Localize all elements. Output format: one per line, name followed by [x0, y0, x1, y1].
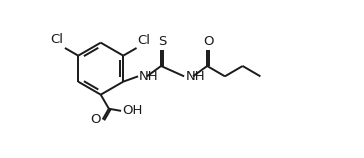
Text: O: O [203, 35, 213, 48]
Text: NH: NH [185, 70, 205, 83]
Text: OH: OH [122, 104, 143, 117]
Text: NH: NH [139, 70, 159, 83]
Text: O: O [91, 113, 101, 126]
Text: Cl: Cl [50, 33, 63, 46]
Text: S: S [158, 35, 166, 48]
Text: Cl: Cl [138, 34, 151, 47]
